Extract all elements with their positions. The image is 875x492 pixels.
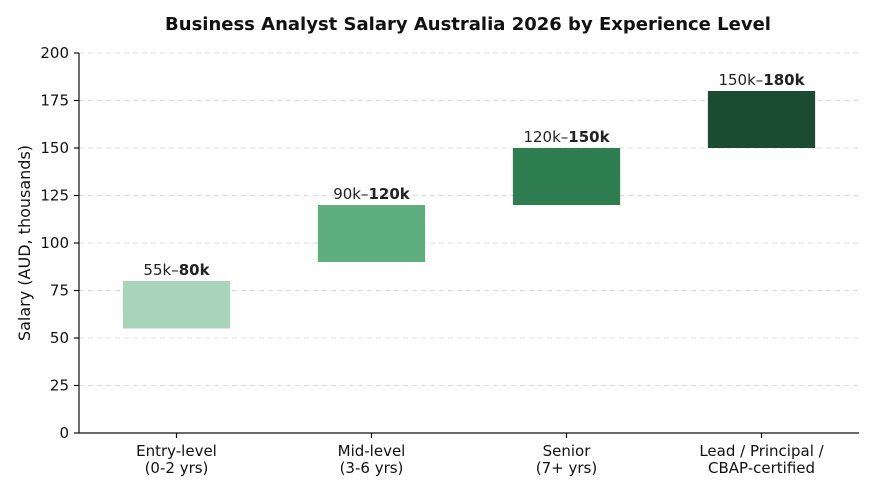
y-tick-label: 150	[40, 139, 69, 157]
bar-label-high: 150k	[568, 128, 610, 146]
x-tick-label: (3-6 yrs)	[340, 459, 404, 477]
y-tick-label: 75	[50, 282, 69, 300]
y-tick-label: 125	[40, 187, 69, 205]
range-bar	[122, 281, 231, 329]
bar-label-high: 80k	[179, 261, 211, 279]
bar-value-label: 150k–180k	[718, 71, 805, 89]
bars: 55k–80k 90k–120k 120k–150k 150k–180k	[122, 71, 816, 329]
x-tick-label: (0-2 yrs)	[145, 459, 209, 477]
bar-label-low: 90k–	[333, 185, 368, 203]
bar-label-low: 55k–	[143, 261, 178, 279]
bar-label-high: 120k	[368, 185, 410, 203]
y-tick-label: 25	[50, 377, 69, 395]
bar-label-high: 180k	[763, 71, 805, 89]
x-tick-label: Mid-level	[338, 442, 406, 460]
y-tick-label: 175	[40, 92, 69, 110]
bar-value-label: 55k–80k	[143, 261, 210, 279]
bar-value-label: 120k–150k	[523, 128, 610, 146]
chart-title: Business Analyst Salary Australia 2026 b…	[165, 14, 771, 35]
range-bar	[317, 205, 426, 262]
y-tick-label: 0	[59, 424, 69, 442]
bar-value-label: 90k–120k	[333, 185, 411, 203]
range-bar	[512, 148, 621, 205]
axes: 0 25 50 75 100 125 150 175 200 Entry-level(0-2 yr…	[40, 44, 859, 477]
y-tick-label: 100	[40, 234, 69, 252]
y-axis-label: Salary (AUD, thousands)	[15, 145, 34, 341]
range-bar	[707, 91, 816, 148]
x-tick-label: Lead / Principal /	[699, 442, 824, 460]
bar-label-low: 120k–	[523, 128, 568, 146]
bar-label-low: 150k–	[718, 71, 763, 89]
x-tick-label: CBAP-certified	[708, 459, 815, 477]
x-tick-label: (7+ yrs)	[536, 459, 597, 477]
y-tick-label: 50	[50, 329, 69, 347]
y-tick-label: 200	[40, 44, 69, 62]
x-tick-label: Senior	[543, 442, 592, 460]
x-tick-label: Entry-level	[136, 442, 217, 460]
